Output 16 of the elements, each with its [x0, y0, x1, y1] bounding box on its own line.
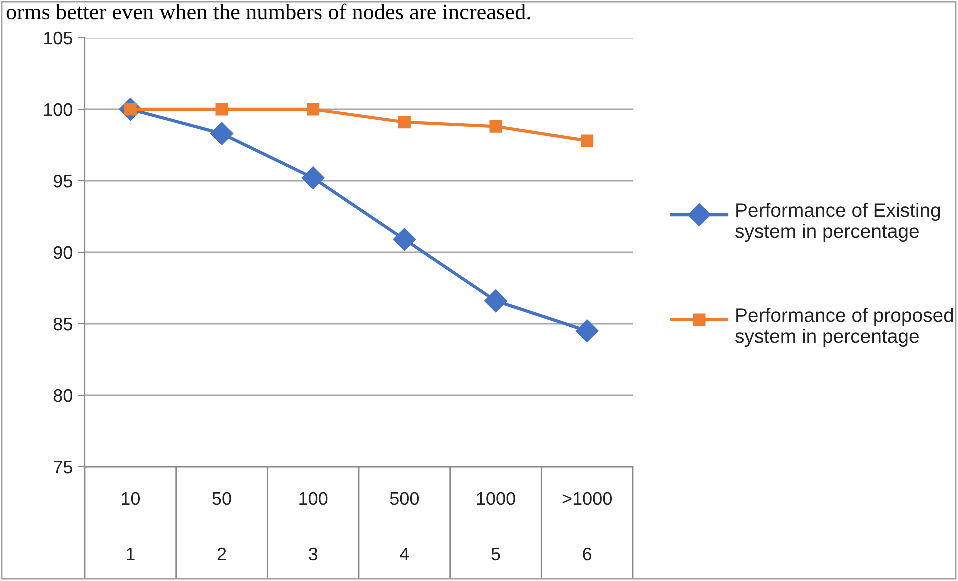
legend-label: Performance of Existing system in percentage: [736, 203, 940, 242]
y-tick-label: 100: [44, 103, 72, 116]
category-label: 10 1: [122, 492, 140, 560]
y-tick-label: 95: [54, 174, 72, 188]
text: orms better even when the numbers of nodes are increased.: [6, 4, 530, 20]
y-tick-label: 85: [54, 318, 72, 331]
category-label: 500 4: [390, 492, 420, 560]
category-label: 50 2: [212, 492, 232, 560]
y-tick-label: 105: [44, 32, 72, 45]
category-label: 100 3: [300, 492, 328, 561]
legend-label: Performance of proposed system in percentage: [736, 308, 954, 348]
category-label: 1000 5: [477, 492, 516, 561]
y-tick-label: 90: [54, 246, 72, 260]
y-tick-label: 80: [54, 389, 72, 402]
y-tick-label: 75: [54, 461, 72, 474]
category-label: >1000 6: [562, 492, 612, 561]
